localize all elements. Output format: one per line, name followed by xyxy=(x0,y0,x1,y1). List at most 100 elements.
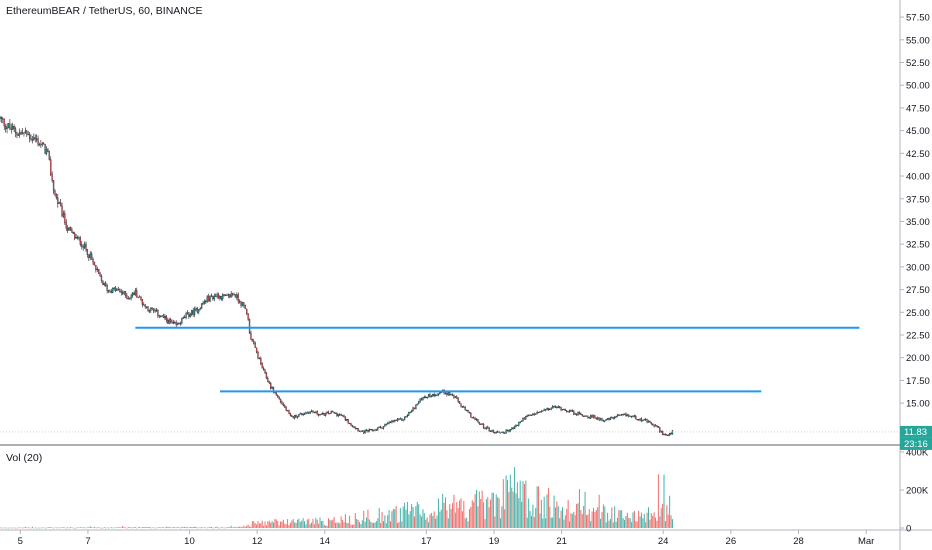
candle-body xyxy=(76,237,79,239)
candle-body xyxy=(481,423,483,425)
volume-bar xyxy=(29,527,31,529)
volume-bar xyxy=(666,505,668,528)
candle-body xyxy=(461,406,464,408)
candle-body xyxy=(426,397,428,399)
volume-bar xyxy=(115,527,117,529)
volume-bar xyxy=(583,505,585,528)
volume-bar xyxy=(505,475,507,528)
candle-body xyxy=(275,392,277,396)
candle-body xyxy=(102,280,104,285)
volume-bar xyxy=(633,510,635,528)
price-badges: 11.83 23:16 xyxy=(900,425,932,450)
volume-bar xyxy=(40,527,42,529)
candle-body xyxy=(24,130,27,133)
volume-bar xyxy=(549,506,551,528)
candle-body xyxy=(344,416,347,421)
volume-bar xyxy=(378,508,380,528)
candle-body xyxy=(117,289,120,291)
candle-body xyxy=(45,149,48,154)
candle-body xyxy=(530,414,533,416)
volume-bar xyxy=(91,527,93,528)
candle-body xyxy=(112,287,114,294)
volume-bar xyxy=(423,513,425,528)
volume-bar xyxy=(546,494,548,528)
volume-bar xyxy=(466,517,468,528)
volume-bar xyxy=(452,503,454,528)
candle-body xyxy=(656,425,658,427)
volume-bar xyxy=(9,527,11,529)
candle-body xyxy=(458,401,461,404)
volume-bar xyxy=(387,515,389,528)
volume-bar xyxy=(471,500,473,528)
candle-body xyxy=(240,302,242,306)
volume-bar xyxy=(422,509,424,528)
volume-bar xyxy=(284,523,286,528)
candle-body xyxy=(351,424,354,427)
candle-body xyxy=(124,291,127,296)
volume-bar xyxy=(473,502,475,528)
candle-body xyxy=(30,138,32,140)
candle-body xyxy=(234,294,237,298)
volume-bar xyxy=(105,527,107,529)
candle-body xyxy=(116,289,118,291)
candle-body xyxy=(71,229,73,233)
candle-body xyxy=(628,414,630,417)
candle-body xyxy=(148,310,151,312)
volume-bar xyxy=(554,507,556,528)
volume-bar xyxy=(494,516,496,528)
volume-bar xyxy=(478,491,480,528)
volume-bar xyxy=(278,525,280,528)
volume-bar xyxy=(249,526,251,528)
price-tick-label: 25.00 xyxy=(906,308,930,319)
volume-bar xyxy=(322,520,324,528)
candle-body xyxy=(186,312,189,314)
volume-bar xyxy=(353,524,355,528)
volume-bar xyxy=(79,527,81,528)
volume-bar xyxy=(615,521,617,528)
volume-bar xyxy=(295,522,297,528)
candle-body xyxy=(422,397,424,401)
volume-bar xyxy=(236,527,238,528)
volume-bar xyxy=(147,526,149,528)
horizontal-lines[interactable] xyxy=(135,326,860,393)
candle-body xyxy=(93,261,96,266)
candle-body xyxy=(375,429,378,431)
price-tick-label: 52.50 xyxy=(906,58,930,69)
volume-bar xyxy=(55,527,57,529)
candle-body xyxy=(416,403,418,406)
candle-body xyxy=(504,432,506,434)
volume-bar xyxy=(621,510,623,528)
volume-indicator-title[interactable]: Vol (20) xyxy=(6,452,43,464)
candle-body xyxy=(489,430,492,433)
candle-body xyxy=(181,318,183,324)
candle-body xyxy=(546,407,548,411)
candle-body xyxy=(480,423,482,425)
volume-bar xyxy=(377,518,379,528)
candle-body xyxy=(161,315,163,317)
volume-bar xyxy=(521,501,523,528)
volume-bar xyxy=(413,516,415,528)
volume-bar xyxy=(309,524,311,528)
candle-body xyxy=(330,410,332,414)
candle-body xyxy=(556,407,558,409)
candle-body xyxy=(468,412,471,414)
candle-body xyxy=(113,287,115,289)
candle-body xyxy=(282,403,285,406)
volume-bar xyxy=(113,527,115,529)
candle-body xyxy=(154,310,156,312)
candle-body xyxy=(457,398,459,402)
volume-bar xyxy=(519,480,521,528)
volume-bar xyxy=(313,524,315,528)
candle-body xyxy=(567,411,569,413)
volume-bar xyxy=(394,509,396,528)
candle-body xyxy=(640,418,643,422)
candle-body xyxy=(7,123,10,128)
candle-body xyxy=(14,128,17,133)
volume-bar xyxy=(443,502,445,528)
volume-bar xyxy=(54,527,56,529)
volume-bar xyxy=(17,527,19,529)
volume-bar xyxy=(263,525,265,528)
volume-bar xyxy=(206,527,208,529)
volume-bar xyxy=(611,507,613,528)
